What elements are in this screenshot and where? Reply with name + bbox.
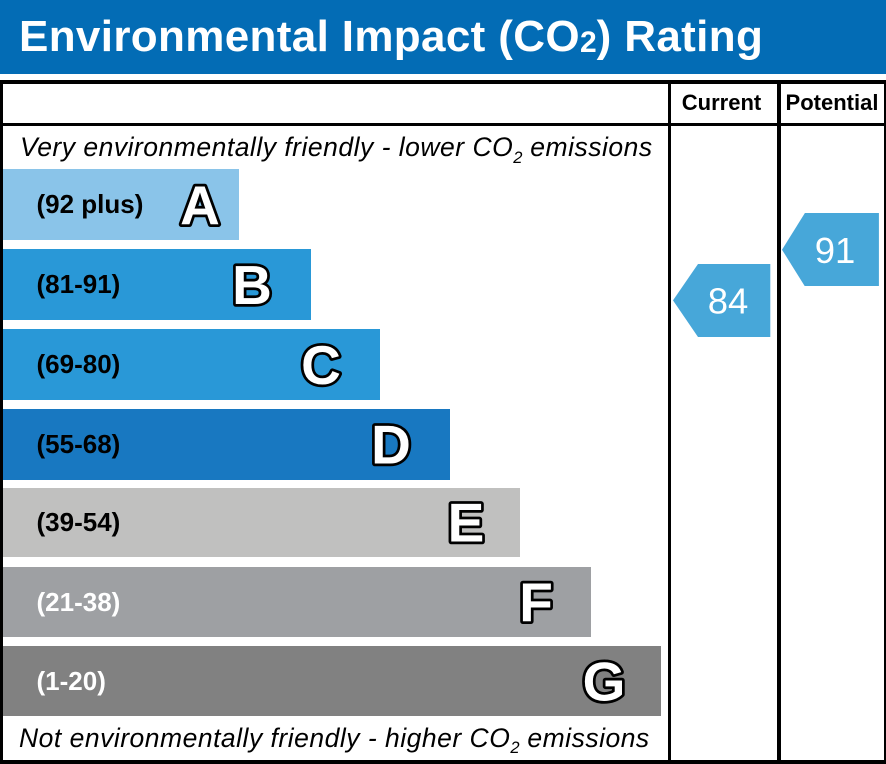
svg-text:C: C [301,334,341,396]
svg-text:84: 84 [707,280,748,321]
svg-text:F: F [519,572,553,634]
svg-text:G: G [582,651,625,713]
svg-text:91: 91 [814,230,855,271]
svg-text:D: D [371,414,411,476]
svg-text:A: A [180,174,220,236]
svg-text:E: E [447,492,484,554]
svg-text:B: B [232,254,272,316]
